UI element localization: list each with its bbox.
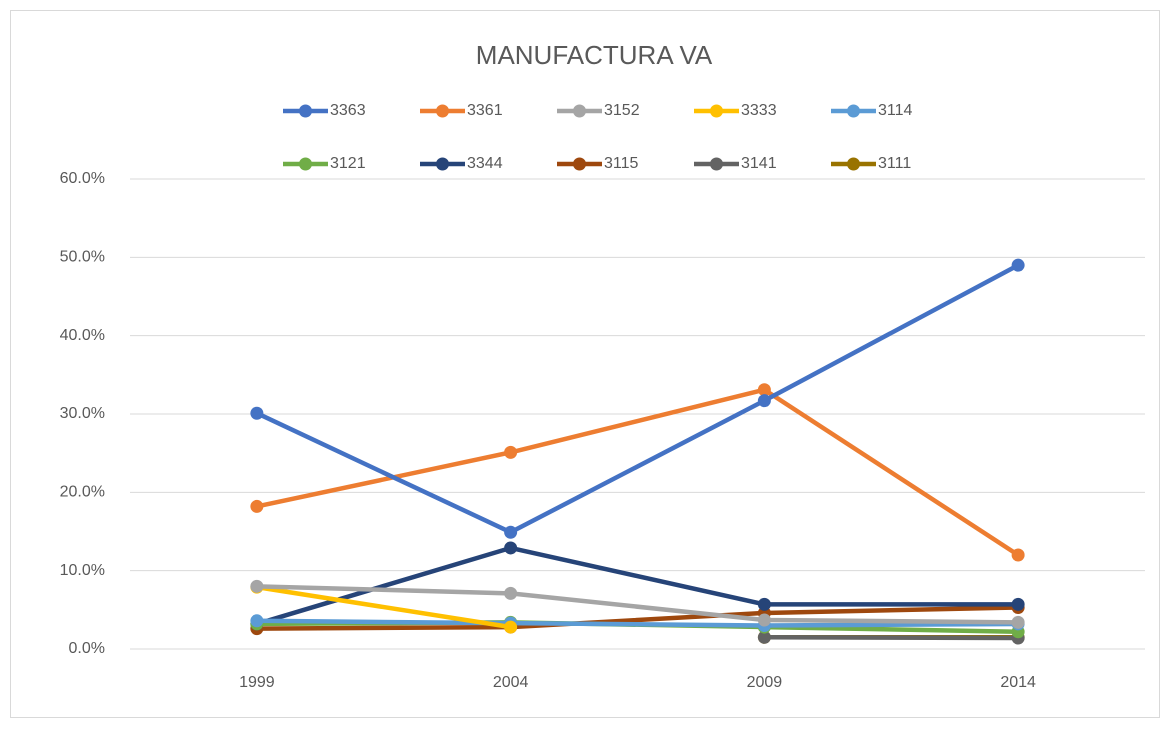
data-point <box>757 394 771 408</box>
legend-marker <box>299 104 312 118</box>
y-tick-label: 50.0% <box>60 249 105 266</box>
series-line <box>255 263 1020 535</box>
series-line <box>256 545 1019 627</box>
legend-label: 3333 <box>741 102 777 119</box>
x-tick-label: 2004 <box>493 674 529 691</box>
legend-label: 3111 <box>878 155 911 172</box>
data-point <box>504 541 518 555</box>
series-line <box>256 618 1019 628</box>
series-line <box>256 584 1019 625</box>
legend-label: 3152 <box>604 102 640 119</box>
data-point <box>504 586 518 600</box>
legend-marker <box>573 157 586 171</box>
data-point <box>504 445 518 459</box>
chart-border <box>10 10 1160 718</box>
legend-marker <box>847 104 860 118</box>
data-point <box>1011 548 1025 562</box>
data-point <box>250 406 264 420</box>
data-point <box>757 613 771 627</box>
y-tick-label: 30.0% <box>60 405 105 422</box>
data-point <box>250 579 264 593</box>
legend-label: 3361 <box>467 102 503 119</box>
data-point <box>504 620 518 634</box>
series-line <box>256 387 1020 557</box>
y-tick-label: 10.0% <box>60 562 105 579</box>
y-tick-label: 40.0% <box>60 327 105 344</box>
legend-label: 3344 <box>467 155 503 172</box>
series-line <box>764 635 1019 641</box>
legend-marker <box>436 157 449 171</box>
series-line <box>256 605 1019 631</box>
data-point <box>757 597 771 611</box>
legend-marker <box>710 157 723 171</box>
legend-label: 3363 <box>330 102 366 119</box>
legend-marker <box>299 157 312 171</box>
y-tick-label: 60.0% <box>60 170 105 187</box>
series <box>250 383 1025 562</box>
data-point <box>250 614 264 628</box>
data-point <box>504 525 518 539</box>
x-tick-label: 2009 <box>747 674 783 691</box>
legend-label: 3114 <box>878 102 913 119</box>
legend-label: 3141 <box>741 155 777 172</box>
legend-label: 3115 <box>604 155 639 172</box>
data-point <box>250 499 264 513</box>
x-tick-label: 2014 <box>1000 674 1036 691</box>
chart-title: MANUFACTURA VA <box>476 40 713 70</box>
series <box>250 579 1025 629</box>
y-tick-label: 20.0% <box>60 484 105 501</box>
legend-label: 3121 <box>330 155 366 172</box>
data-point <box>1011 615 1025 629</box>
data-point <box>757 383 771 397</box>
legend-marker <box>436 104 449 118</box>
legend-marker <box>710 104 723 118</box>
x-tick-label: 1999 <box>239 674 275 691</box>
data-point <box>757 630 771 644</box>
y-tick-label: 0.0% <box>69 640 105 657</box>
legend-marker <box>573 104 586 118</box>
data-point <box>1011 258 1025 272</box>
data-point <box>1011 597 1025 611</box>
series-line <box>256 584 511 630</box>
legend-marker <box>847 157 860 171</box>
series <box>250 258 1025 539</box>
